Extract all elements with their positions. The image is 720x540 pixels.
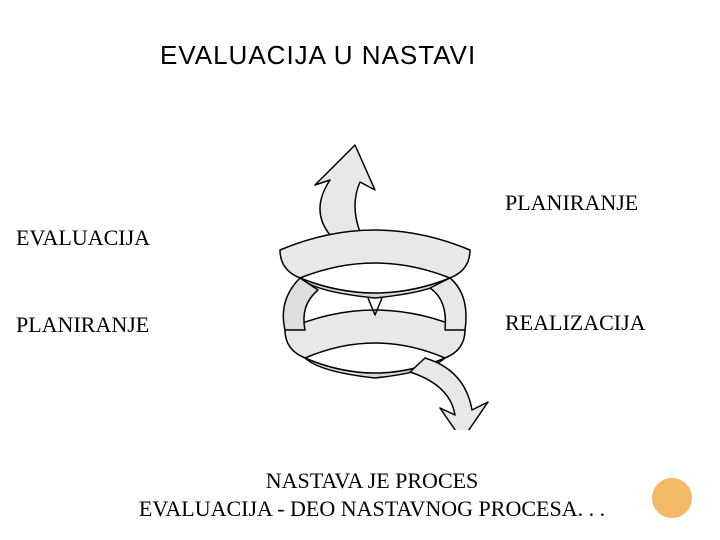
label-planiranje-top: PLANIRANJE [505,190,638,216]
label-realizacija: REALIZACIJA [505,310,646,336]
accent-dot-icon [652,478,692,518]
subtitle-line-2: EVALUACIJA - DEO NASTAVNOG PROCESA. . . [139,496,605,521]
label-planiranje-bottom: PLANIRANJE [16,312,149,338]
page-title: EVALUACIJA U NASTAVI [160,40,476,71]
subtitle: NASTAVA JE PROCES EVALUACIJA - DEO NASTA… [92,467,652,522]
spiral-arrows-diagram [260,140,490,430]
label-evaluacija: EVALUACIJA [16,225,150,251]
subtitle-line-1: NASTAVA JE PROCES [266,468,479,493]
